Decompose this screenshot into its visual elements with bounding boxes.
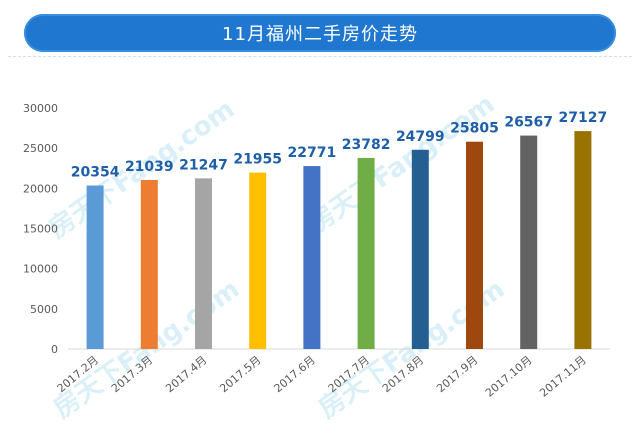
y-tick-label: 30000: [23, 102, 58, 115]
y-tick-label: 10000: [23, 263, 58, 276]
data-label: 20354: [71, 164, 120, 180]
data-label: 21039: [125, 159, 174, 175]
x-tick-label: 2017.5月: [217, 353, 263, 395]
data-label: 24799: [396, 129, 445, 145]
x-tick-label: 2017.9月: [434, 353, 480, 395]
x-tick-label: 2017.4月: [163, 353, 209, 395]
bar: [574, 131, 592, 349]
bar: [195, 178, 212, 349]
data-label: 21247: [179, 157, 228, 173]
x-tick-label: 2017.11月: [537, 353, 589, 399]
data-label: 27127: [559, 110, 608, 126]
data-label: 23782: [342, 137, 391, 153]
divider: [8, 56, 632, 57]
x-tick-label: 2017.3月: [109, 353, 155, 395]
y-tick-label: 5000: [30, 303, 58, 316]
bar: [140, 179, 158, 349]
x-tick-label: 2017.2月: [55, 353, 101, 395]
bar: [86, 185, 104, 349]
y-tick-label: 0: [51, 343, 58, 356]
y-tick-label: 15000: [23, 223, 58, 236]
data-label: 26567: [504, 115, 553, 131]
x-tick-label: 2017.6月: [272, 353, 318, 395]
x-tick-label: 2017.8月: [380, 353, 426, 395]
x-tick-label: 2017.10月: [483, 353, 535, 399]
y-tick-label: 20000: [23, 182, 58, 195]
bar: [249, 172, 267, 349]
data-label: 21955: [233, 152, 282, 168]
data-label: 22771: [288, 145, 337, 161]
bar: [411, 149, 429, 349]
bar: [520, 135, 538, 349]
bar: [466, 141, 483, 349]
bar: [357, 157, 375, 349]
chart-title: 11月福州二手房价走势: [222, 24, 418, 45]
data-label: 25805: [450, 121, 499, 137]
bar: [303, 166, 321, 349]
x-tick-label: 2017.7月: [326, 353, 372, 395]
y-tick-label: 25000: [23, 142, 58, 155]
title-bar: 11月福州二手房价走势: [24, 14, 616, 52]
